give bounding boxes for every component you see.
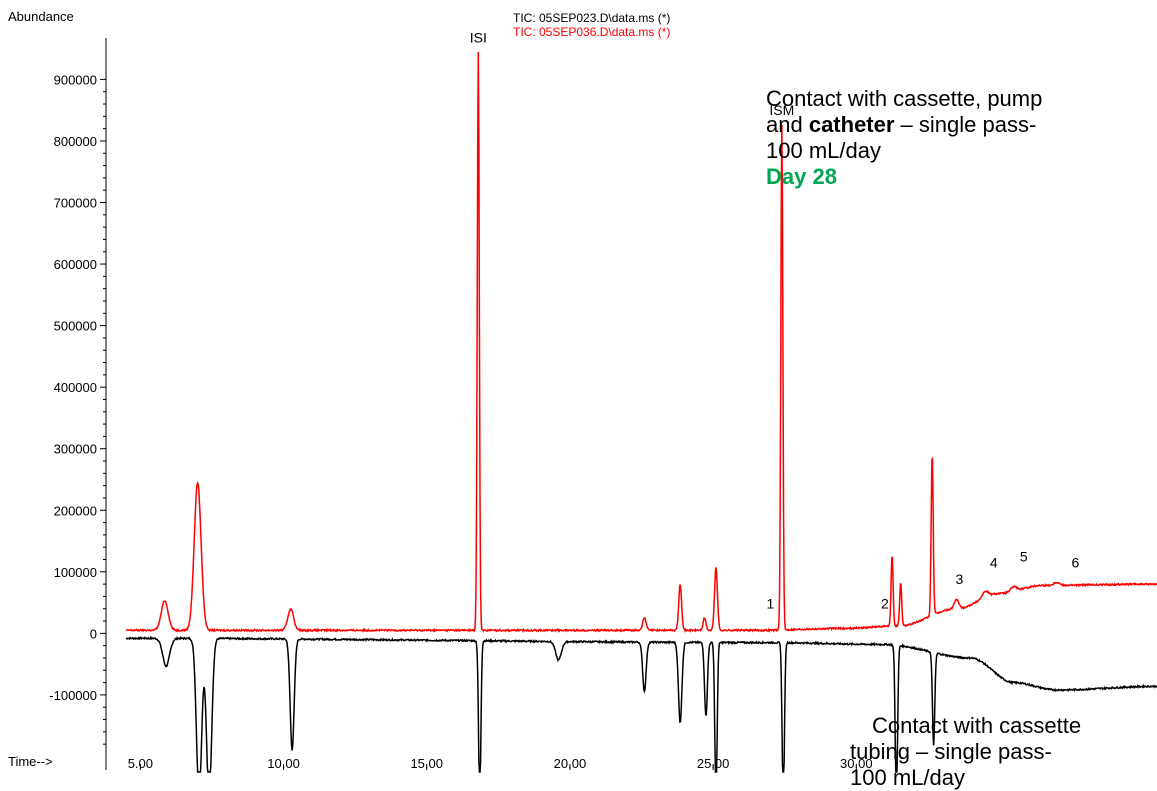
x-tick-label: 30.00	[840, 756, 873, 771]
annotation-bottom-line1: Contact with cassette	[872, 713, 1082, 738]
y-tick-label: 200000	[54, 503, 97, 518]
y-tick-label: 0	[90, 626, 97, 641]
legend-entry-0: TIC: 05SEP023.D\data.ms (*)	[513, 11, 670, 25]
peak-label: 3	[956, 571, 964, 587]
peak-label: 1	[766, 596, 774, 612]
annotation-top-line3: 100 mL/day	[766, 138, 881, 163]
x-tick-label: 20.00	[554, 756, 587, 771]
y-tick-label: 700000	[54, 195, 97, 210]
peak-label: 2	[881, 596, 889, 612]
annotation-bottom: Contact with cassette tubing – single pa…	[850, 713, 1082, 791]
y-tick-label: -100000	[49, 688, 97, 703]
y-tick-label: 100000	[54, 565, 97, 580]
y-tick-label: 800000	[54, 134, 97, 149]
y-axis-title: Abundance	[8, 9, 74, 24]
series-line-0	[125, 635, 1157, 773]
annotation-top-line2: and catheter – single pass-	[766, 112, 1037, 137]
x-axis-title: Time-->	[8, 754, 53, 769]
annotation-bottom-line3: 100 mL/day	[850, 765, 965, 790]
legend-entry-1: TIC: 05SEP036.D\data.ms (*)	[513, 25, 670, 39]
annotation-bottom-line2: tubing – single pass-	[850, 739, 1052, 764]
y-tick-label: 900000	[54, 72, 97, 87]
y-tick-label: 600000	[54, 257, 97, 272]
annotation-top-bold: catheter	[808, 112, 895, 137]
annotation-top-day: Day 28	[766, 164, 837, 189]
axes: Abundance Time--> -100000 0 100000 200000 3000…	[8, 9, 873, 771]
labels-layer: TIC: 05SEP023.D\data.ms (*)TIC: 05SEP036…	[470, 11, 1080, 612]
y-tick-label: 400000	[54, 380, 97, 395]
peak-label: 4	[990, 554, 998, 570]
peak-label: ISM	[769, 102, 794, 118]
annotation-top: Contact with cassette, pump and catheter…	[766, 86, 1042, 190]
peak-label: 5	[1020, 548, 1028, 564]
peak-label: 6	[1071, 554, 1079, 570]
y-tick-label: 500000	[54, 319, 97, 334]
chromatogram-chart: Abundance Time--> -100000 0 100000 200000 3000…	[8, 9, 1157, 773]
series-layer	[125, 51, 1157, 773]
x-tick-label: 10.00	[267, 756, 300, 771]
y-tick-label: 300000	[54, 442, 97, 457]
annotation-top-line1: Contact with cassette, pump	[766, 86, 1043, 111]
peak-label: ISI	[470, 29, 487, 45]
series-line-1	[125, 51, 1157, 634]
x-tick-label: 5.00	[128, 756, 153, 771]
x-tick-label: 25.00	[697, 756, 730, 771]
x-tick-label: 15.00	[410, 756, 443, 771]
